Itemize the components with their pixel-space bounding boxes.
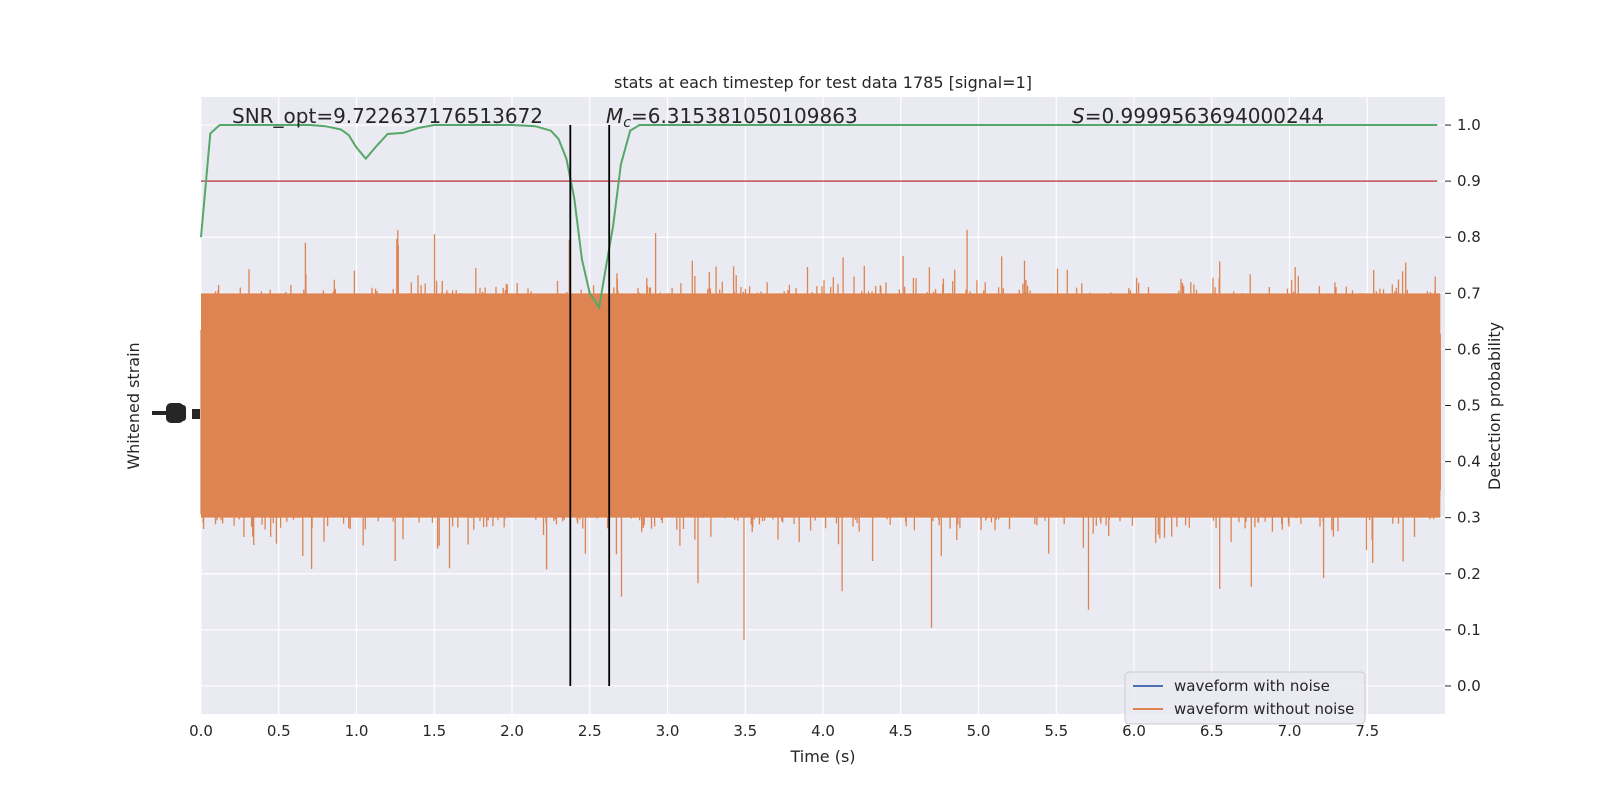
x-tick-label: 3.0	[656, 722, 680, 740]
x-tick-label: 7.5	[1355, 722, 1379, 740]
chirp-mass-value: =6.315381050109863	[631, 104, 858, 128]
x-tick-label: 4.5	[889, 722, 913, 740]
x-tick-label: 4.0	[811, 722, 835, 740]
x-tick-label: 0.0	[189, 722, 213, 740]
x-tick-label: 0.5	[267, 722, 291, 740]
chirp-mass-subscript: c	[623, 115, 631, 131]
y-tick-label: 0.9	[1457, 172, 1481, 190]
x-tick-label: 5.0	[967, 722, 991, 740]
y-tick-label: 0.7	[1457, 284, 1481, 302]
x-axis-label: Time (s)	[789, 747, 855, 766]
probability-line	[200, 124, 1438, 310]
score-annotation: S=0.9999563694000244	[1072, 104, 1324, 128]
strain-trace	[200, 229, 1441, 640]
chirp-mass-annotation: Mc=6.315381050109863	[606, 104, 858, 131]
probability-line-mark	[200, 124, 1438, 310]
snr-annotation: SNR_opt=9.722637176513672	[232, 104, 543, 128]
right-y-axis-ticks: 0.0 0.1 0.2 0.3 0.4 0.5 0.6 0.7 0.8 0.9 1.0	[1445, 116, 1481, 695]
legend-label-with-noise: waveform with noise	[1174, 677, 1330, 695]
score-value: =0.9999563694000244	[1085, 104, 1324, 128]
y-tick-label: 0.1	[1457, 621, 1481, 639]
y-tick-label: 0.5	[1457, 397, 1481, 415]
y-tick-label: 0.3	[1457, 509, 1481, 527]
x-tick-label: 7.0	[1278, 722, 1302, 740]
left-y-axis-label: Whitened strain	[124, 342, 143, 469]
legend: waveform with noise waveform without noi…	[1124, 671, 1366, 725]
score-symbol: S	[1072, 104, 1085, 128]
x-tick-label: 1.0	[345, 722, 369, 740]
chart-title: stats at each timestep for test data 178…	[614, 73, 1032, 92]
y-tick-label: 0.2	[1457, 565, 1481, 583]
right-y-axis-label: Detection probability	[1485, 322, 1504, 490]
legend-label-without-noise: waveform without noise	[1174, 700, 1354, 718]
x-tick-label: 2.0	[500, 722, 524, 740]
chirp-mass-symbol: M	[606, 104, 623, 128]
x-tick-label: 3.5	[733, 722, 757, 740]
y-tick-label: 1.0	[1457, 116, 1481, 134]
x-tick-label: 5.5	[1044, 722, 1068, 740]
y-tick-label: 0.8	[1457, 228, 1481, 246]
x-tick-label: 2.5	[578, 722, 602, 740]
y-tick-label: 0.6	[1457, 340, 1481, 358]
x-tick-label: 6.5	[1200, 722, 1224, 740]
x-tick-label: 6.0	[1122, 722, 1146, 740]
y-tick-label: 0.0	[1457, 677, 1481, 695]
x-tick-label: 1.5	[422, 722, 446, 740]
left-axis-overlapping-ticks	[152, 403, 200, 423]
legend-box	[1124, 671, 1366, 725]
x-axis-ticks: 0.0 0.5 1.0 1.5 2.0 2.5 3.0 3.5 4.0 4.5 5.0 5.5 6.0 6…	[189, 722, 1379, 740]
merger-window-lines	[569, 125, 611, 686]
y-tick-label: 0.4	[1457, 453, 1481, 471]
strain-core-band	[201, 293, 1441, 518]
